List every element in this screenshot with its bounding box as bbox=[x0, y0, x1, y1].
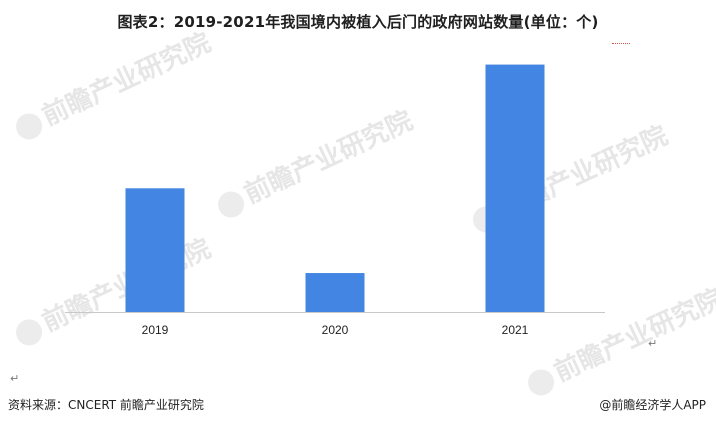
source-note: 资料来源：CNCERT 前瞻产业研究院 bbox=[8, 398, 204, 412]
brand-credit: @前瞻经济学人APP bbox=[599, 398, 706, 412]
bar-2019 bbox=[125, 188, 185, 312]
bars-group bbox=[125, 64, 545, 312]
x-tick-label: 2019 bbox=[142, 323, 169, 337]
paragraph-mark: ↵ bbox=[648, 337, 658, 350]
chart-title: 图表2：2019-2021年我国境内被植入后门的政府网站数量(单位：个) bbox=[117, 13, 599, 31]
x-tick-label: 2021 bbox=[502, 323, 529, 337]
paragraph-mark: ↵ bbox=[10, 372, 20, 385]
title-underline-mark bbox=[612, 43, 630, 45]
tick-labels-group: 2019 2020 2021 bbox=[142, 323, 529, 337]
x-tick-label: 2020 bbox=[322, 323, 349, 337]
bar-2021 bbox=[485, 64, 545, 312]
bar-2020 bbox=[305, 273, 365, 312]
